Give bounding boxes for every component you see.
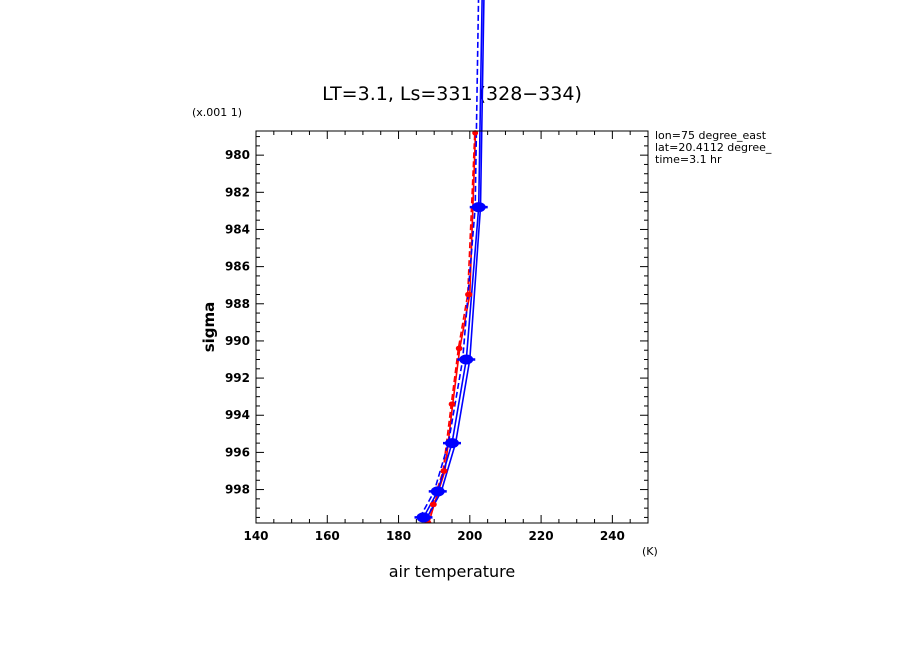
series-line-4 bbox=[419, 0, 480, 518]
series-layer bbox=[414, 0, 488, 523]
y-unit-label: (x.001 1) bbox=[192, 106, 242, 119]
chart-title: LT=3.1, Ls=331 (328−334) bbox=[322, 83, 582, 105]
series-point bbox=[465, 291, 471, 298]
series-point bbox=[472, 130, 478, 136]
y-tick-label: 992 bbox=[225, 371, 250, 385]
x-tick-label: 140 bbox=[243, 529, 268, 543]
y-tick-label: 984 bbox=[225, 222, 250, 236]
x-tick-label: 240 bbox=[600, 529, 625, 543]
x-unit-label: (K) bbox=[642, 545, 658, 558]
annotation-line: time=3.1 hr bbox=[655, 153, 722, 166]
y-tick-label: 988 bbox=[225, 297, 250, 311]
y-tick-label: 996 bbox=[225, 445, 250, 459]
series-point bbox=[455, 345, 462, 351]
plot-frame bbox=[255, 130, 649, 524]
series-point bbox=[448, 401, 454, 407]
x-tick-label: 180 bbox=[386, 529, 411, 543]
x-axis: 140 160 180 200 220 240 bbox=[243, 131, 649, 543]
x-tick-label: 220 bbox=[529, 529, 554, 543]
series-point bbox=[440, 468, 446, 474]
y-tick-label: 998 bbox=[225, 483, 250, 497]
y-tick-label: 982 bbox=[225, 185, 250, 199]
y-axis: 980 982 984 986 988 990 992 994 996 998 bbox=[225, 136, 648, 518]
y-tick-label: 980 bbox=[225, 148, 250, 162]
series-point bbox=[429, 501, 435, 508]
x-axis-label: air temperature bbox=[389, 562, 515, 581]
annotation-line: lon=75 degree_east bbox=[655, 129, 767, 142]
x-tick-label: 200 bbox=[457, 529, 482, 543]
y-axis-label: sigma bbox=[200, 302, 218, 353]
y-tick-label: 986 bbox=[225, 260, 250, 274]
annotation-line: lat=20.4112 degree_ bbox=[655, 141, 772, 154]
x-tick-label: 160 bbox=[315, 529, 340, 543]
y-tick-label: 990 bbox=[225, 334, 250, 348]
series-line-1 bbox=[426, 132, 476, 523]
y-tick-label: 994 bbox=[225, 408, 250, 422]
